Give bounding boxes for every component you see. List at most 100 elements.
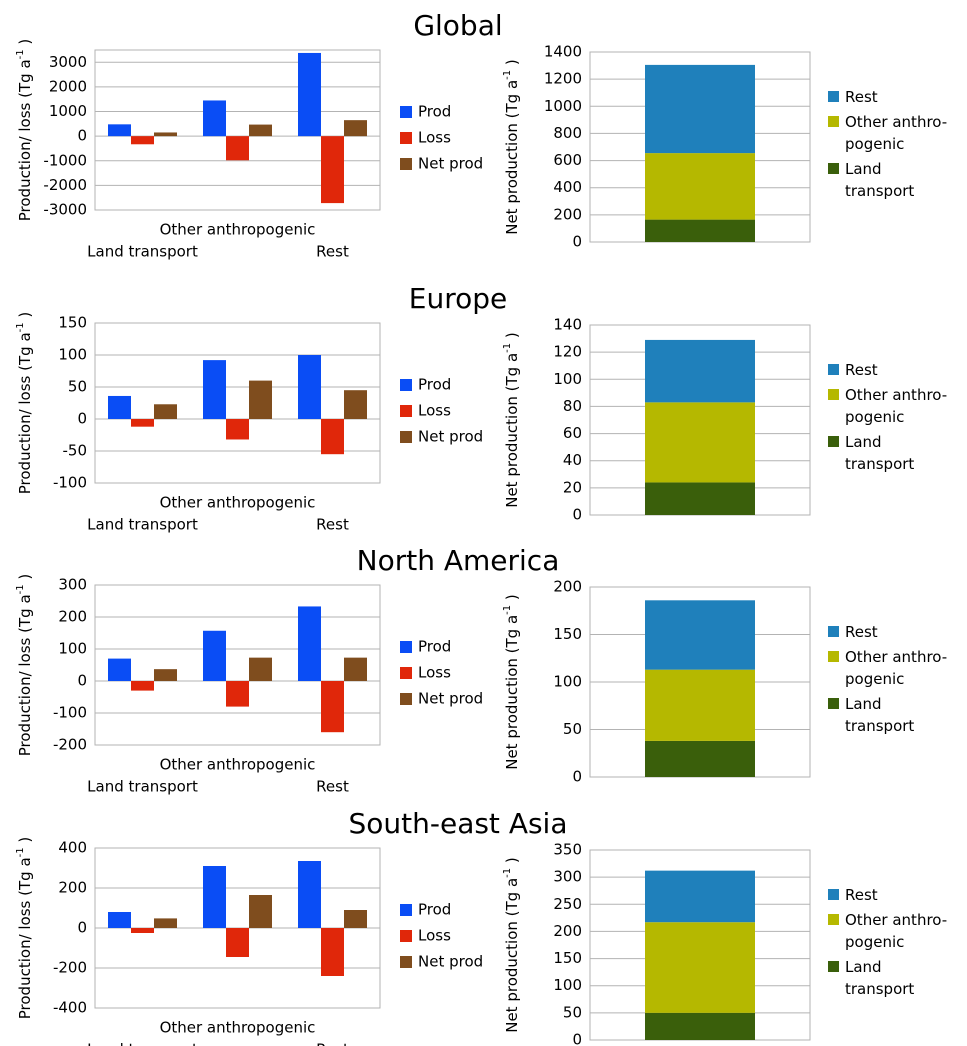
y-tick-label: 400 (553, 178, 582, 196)
y-tick-label: 0 (77, 672, 87, 690)
y-tick-label: 40 (563, 451, 582, 469)
y-tick-label: 600 (553, 151, 582, 169)
stacked-bar-segment (645, 402, 755, 483)
bar (321, 681, 344, 733)
chart-title: Global (413, 9, 502, 42)
y-tick-label: -2000 (43, 176, 87, 194)
legend-swatch (828, 626, 839, 637)
stacked-bar-segment (645, 482, 755, 515)
y-tick-label: 100 (58, 640, 87, 658)
legend-swatch (828, 116, 839, 127)
bar (298, 606, 321, 681)
y-axis-label-part: ) (503, 59, 521, 70)
legend-swatch (828, 961, 839, 972)
x-tick-label: Land transport (87, 1041, 198, 1046)
legend-swatch (400, 930, 412, 942)
x-tick-label: Land transport (87, 516, 198, 534)
y-axis-label-part: ) (16, 39, 34, 50)
bar (154, 918, 177, 928)
legend-label-line: Other anthro- (845, 113, 947, 131)
legend-swatch (828, 91, 839, 102)
y-axis-label-part: Production/ loss (Tg a (16, 332, 34, 494)
legend-label: Loss (418, 129, 451, 147)
y-axis-label-part: Net production (Tg a (503, 615, 521, 770)
y-axis-label-part: ) (503, 332, 521, 343)
x-tick-label: Land transport (87, 778, 198, 796)
y-tick-label: -100 (53, 474, 87, 492)
legend-label: Land transport (845, 433, 914, 473)
legend-label-line: Rest (845, 361, 878, 379)
bar (344, 657, 367, 681)
bar (131, 136, 154, 145)
legend-label: Land transport (845, 160, 914, 200)
plot-frame (94, 847, 381, 1009)
y-tick-label: -1000 (43, 151, 87, 169)
y-axis-label-part: ) (16, 837, 34, 848)
x-tick-label: Other anthropogenic (160, 756, 316, 774)
y-axis-label-part: ) (16, 312, 34, 323)
bar (226, 681, 249, 707)
legend-label-line: transport (845, 182, 914, 200)
legend-label: Rest (845, 886, 878, 904)
bar (131, 681, 154, 691)
bar (321, 136, 344, 204)
bar (226, 928, 249, 957)
y-tick-label: 120 (553, 343, 582, 361)
bar (344, 390, 367, 419)
chart-title: North America (357, 544, 560, 577)
legend-label: Net prod (418, 690, 483, 708)
y-tick-label: 100 (553, 673, 582, 691)
y-tick-label: -200 (53, 959, 87, 977)
y-tick-label: 1400 (544, 43, 582, 61)
y-axis-label-part: -1 (15, 322, 26, 332)
bar (154, 132, 177, 137)
bar (131, 928, 154, 933)
y-tick-label: 80 (563, 397, 582, 415)
legend-label-line: pogenic (845, 135, 904, 153)
plot-frame (94, 322, 381, 484)
legend-swatch (400, 132, 412, 144)
legend-label-line: transport (845, 455, 914, 473)
legend-label-line: Other anthro- (845, 386, 947, 404)
chart-title: Europe (409, 282, 507, 315)
bar (108, 658, 131, 681)
legend-label: Loss (418, 664, 451, 682)
bar (203, 630, 226, 681)
y-axis-label-part: ) (16, 574, 34, 585)
bar (249, 380, 272, 419)
y-tick-label: 150 (58, 314, 87, 332)
legend-label-line: transport (845, 980, 914, 998)
y-tick-label: 350 (553, 841, 582, 859)
y-tick-label: 1000 (544, 97, 582, 115)
y-tick-label: 300 (58, 576, 87, 594)
legend-label-line: pogenic (845, 933, 904, 951)
y-tick-label: 800 (553, 124, 582, 142)
bar (131, 419, 154, 427)
y-axis-label: Net production (Tg a-1 ) (502, 332, 521, 508)
x-tick-label: Rest (316, 778, 349, 796)
y-axis-label-part: ) (503, 594, 521, 605)
legend-label-line: pogenic (845, 408, 904, 426)
y-axis-label-part: Production/ loss (Tg a (16, 857, 34, 1019)
legend-swatch (828, 698, 839, 709)
bar (298, 52, 321, 137)
legend-swatch (400, 904, 412, 916)
bar (249, 657, 272, 681)
x-tick-label: Land transport (87, 243, 198, 261)
x-tick-label: Other anthropogenic (160, 221, 316, 239)
y-tick-label: 60 (563, 424, 582, 442)
y-axis-label-part: Net production (Tg a (503, 80, 521, 235)
legend-label: Other anthro-pogenic (845, 648, 947, 688)
bar (203, 866, 226, 928)
legend-swatch (828, 364, 839, 375)
bar (249, 895, 272, 928)
legend-swatch (828, 914, 839, 925)
y-tick-label: 50 (563, 720, 582, 738)
y-axis-label-part: -1 (15, 584, 26, 594)
stacked-bar-segment (645, 600, 755, 670)
legend-swatch (828, 889, 839, 900)
y-tick-label: 200 (58, 608, 87, 626)
legend-label-line: Rest (845, 88, 878, 106)
y-axis-label: Production/ loss (Tg a-1 ) (15, 312, 34, 494)
bar (344, 120, 367, 137)
